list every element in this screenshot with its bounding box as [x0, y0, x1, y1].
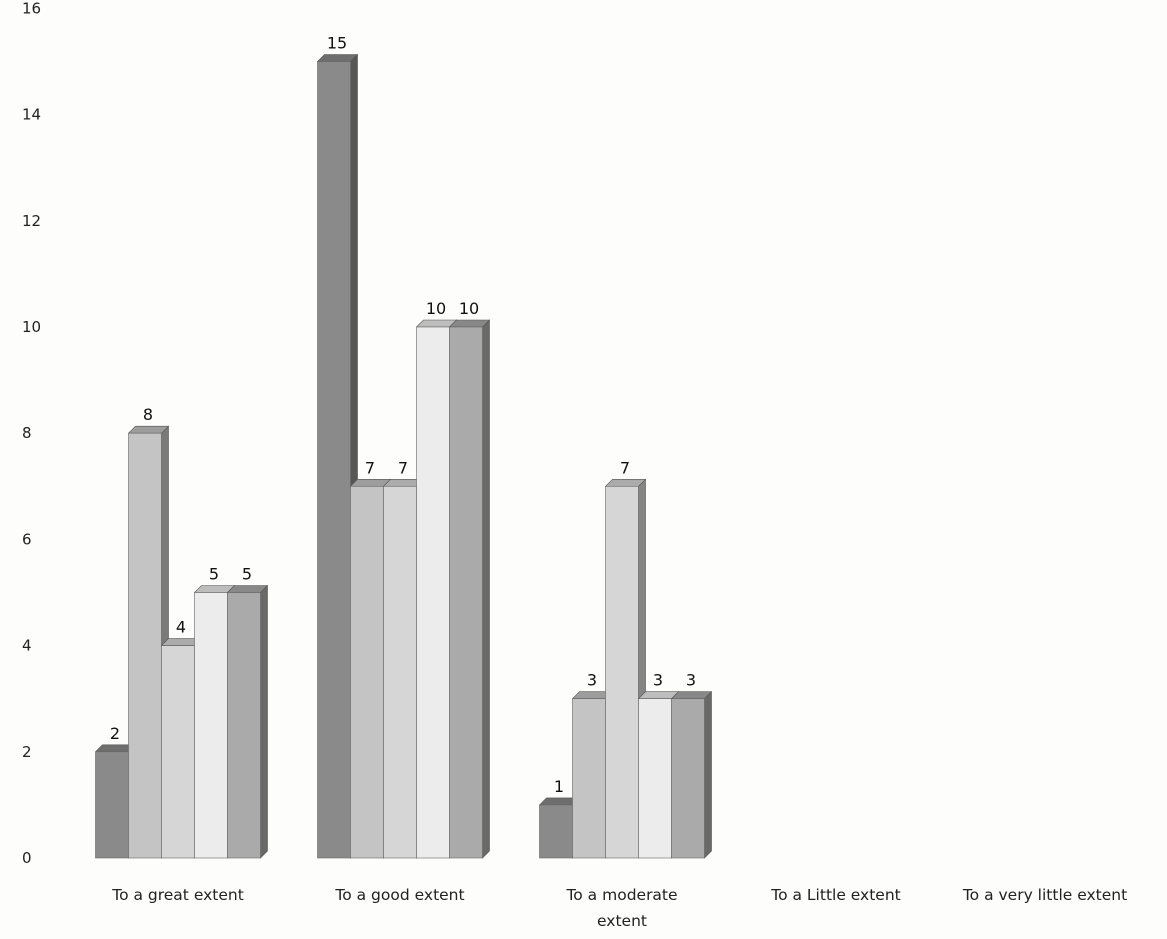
data-label: 7 — [620, 458, 630, 477]
category-label-line: extent — [597, 912, 647, 930]
bar-side-face — [260, 584, 268, 859]
category-label-line: To a great extent — [111, 886, 244, 904]
bar-front-face — [350, 485, 384, 859]
category-label: To a Little extent — [770, 886, 901, 904]
bar-front-face — [572, 698, 606, 859]
data-label: 8 — [143, 405, 153, 424]
bar-top-face — [604, 478, 647, 487]
data-label: 2 — [110, 724, 120, 743]
y-tick-label: 0 — [22, 849, 32, 867]
y-tick-label: 4 — [22, 637, 32, 655]
bar-front-face — [227, 592, 261, 859]
data-label: 1 — [554, 777, 564, 796]
bar-top-face — [670, 691, 713, 700]
data-label: 10 — [459, 299, 479, 318]
bar — [448, 319, 491, 859]
category-label-line: To a good extent — [334, 886, 464, 904]
data-label: 15 — [327, 34, 347, 53]
y-axis-ticks: 0 2 4 6 8 10 12 14 16 — [22, 0, 41, 867]
data-label: 5 — [209, 565, 219, 584]
bar-front-face — [95, 751, 129, 859]
y-tick-label: 12 — [22, 212, 41, 230]
category-label: To a good extent — [334, 886, 464, 904]
bar-front-face — [317, 61, 351, 859]
y-tick-label: 6 — [22, 530, 32, 548]
bar-top-face — [127, 425, 170, 434]
bar-front-face — [539, 804, 573, 859]
bar — [670, 690, 713, 859]
bar-front-face — [161, 645, 195, 859]
bar-front-face — [638, 698, 672, 859]
bar-top-face — [226, 585, 269, 593]
category-label-line: To a moderate — [565, 886, 677, 904]
y-tick-label: 16 — [22, 0, 41, 17]
bar-front-face — [671, 698, 705, 859]
data-label: 7 — [365, 458, 375, 477]
data-label: 7 — [398, 458, 408, 477]
data-label: 3 — [587, 671, 597, 690]
bar-top-face — [448, 319, 491, 328]
bar-front-face — [449, 326, 483, 859]
category-label: To a very little extent — [962, 886, 1127, 904]
y-tick-label: 2 — [22, 743, 32, 761]
bar — [226, 584, 269, 859]
bar — [316, 53, 359, 859]
y-tick-label: 14 — [22, 106, 41, 124]
bar-side-face — [482, 319, 490, 859]
bar-side-face — [704, 690, 712, 859]
data-labels: 2 8 4 5 5 15 7 7 10 10 1 3 7 3 3 — [110, 34, 696, 796]
y-tick-label: 8 — [22, 424, 32, 442]
bar-series — [94, 53, 713, 859]
data-label: 4 — [176, 618, 186, 637]
data-label: 3 — [653, 671, 663, 690]
data-label: 3 — [686, 671, 696, 690]
category-label-line: To a Little extent — [770, 886, 901, 904]
bar-front-face — [128, 432, 162, 859]
category-label: To a moderate extent — [565, 886, 677, 930]
bar-top-face — [316, 54, 359, 62]
category-label-line: To a very little extent — [962, 886, 1127, 904]
category-axis-labels: To a great extent To a good extent To a mo… — [111, 886, 1127, 930]
bar-front-face — [194, 592, 228, 859]
bar-front-face — [605, 485, 639, 859]
category-label: To a great extent — [111, 886, 244, 904]
data-label: 5 — [242, 565, 252, 584]
data-label: 10 — [426, 299, 446, 318]
y-tick-label: 10 — [22, 318, 41, 336]
bar-front-face — [383, 485, 417, 859]
bar-front-face — [416, 326, 450, 859]
